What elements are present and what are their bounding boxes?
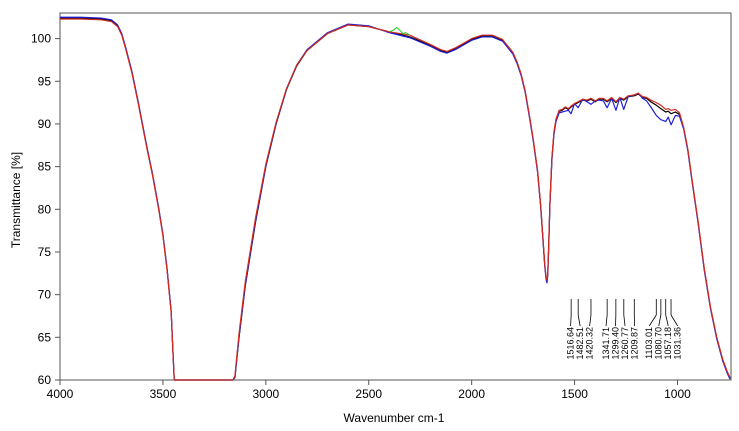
peak-leader-line xyxy=(648,314,657,327)
y-tick-label: 100 xyxy=(31,32,51,46)
peak-label: 1299.40 xyxy=(611,327,621,360)
peak-leader-line xyxy=(605,314,608,327)
spectrum-line-black xyxy=(60,17,731,381)
peak-leader-line xyxy=(658,314,662,327)
x-tick-label: 1500 xyxy=(561,387,588,401)
peak-label: 1420.32 xyxy=(585,327,595,360)
spectrum-line-blue xyxy=(60,16,731,381)
peak-label: 1516.64 xyxy=(566,327,576,360)
x-tick-label: 3000 xyxy=(252,387,279,401)
x-axis-title: Wavenumber cm-1 xyxy=(344,411,445,425)
spectrum-line-green xyxy=(389,27,411,36)
peak-label: 1057.18 xyxy=(663,327,673,360)
peak-label: 1482.51 xyxy=(575,327,585,360)
x-tick-label: 2000 xyxy=(458,387,485,401)
x-tick-label: 3500 xyxy=(150,387,177,401)
peak-leader-line xyxy=(623,314,626,327)
y-tick-label: 70 xyxy=(38,288,52,302)
peak-label: 1209.87 xyxy=(630,327,640,360)
plot-frame xyxy=(59,12,732,381)
peak-leader-line xyxy=(589,314,592,327)
y-tick-label: 80 xyxy=(38,202,52,216)
peak-label: 1260.77 xyxy=(620,327,630,360)
peak-leader-line xyxy=(577,314,581,327)
peak-leader-line xyxy=(665,314,669,327)
x-tick-label: 2500 xyxy=(355,387,382,401)
spectrum-line-red xyxy=(60,18,731,381)
y-tick-label: 60 xyxy=(38,373,52,387)
peak-label: 1031.36 xyxy=(673,327,683,360)
peak-label: 1341.71 xyxy=(601,327,611,360)
y-tick-label: 85 xyxy=(38,160,52,174)
x-tick-label: 1000 xyxy=(664,387,691,401)
peak-leader-line xyxy=(670,314,679,327)
x-tick-label: 4000 xyxy=(47,387,74,401)
peak-label: 1103.01 xyxy=(644,327,654,359)
y-tick-label: 75 xyxy=(38,245,52,259)
y-tick-label: 90 xyxy=(38,117,52,131)
peak-label: 1080.70 xyxy=(654,327,664,360)
y-tick-label: 65 xyxy=(38,330,52,344)
y-tick-label: 95 xyxy=(38,74,52,88)
y-axis-title: Transmittance [%] xyxy=(9,152,23,248)
peak-leader-line xyxy=(570,314,572,327)
